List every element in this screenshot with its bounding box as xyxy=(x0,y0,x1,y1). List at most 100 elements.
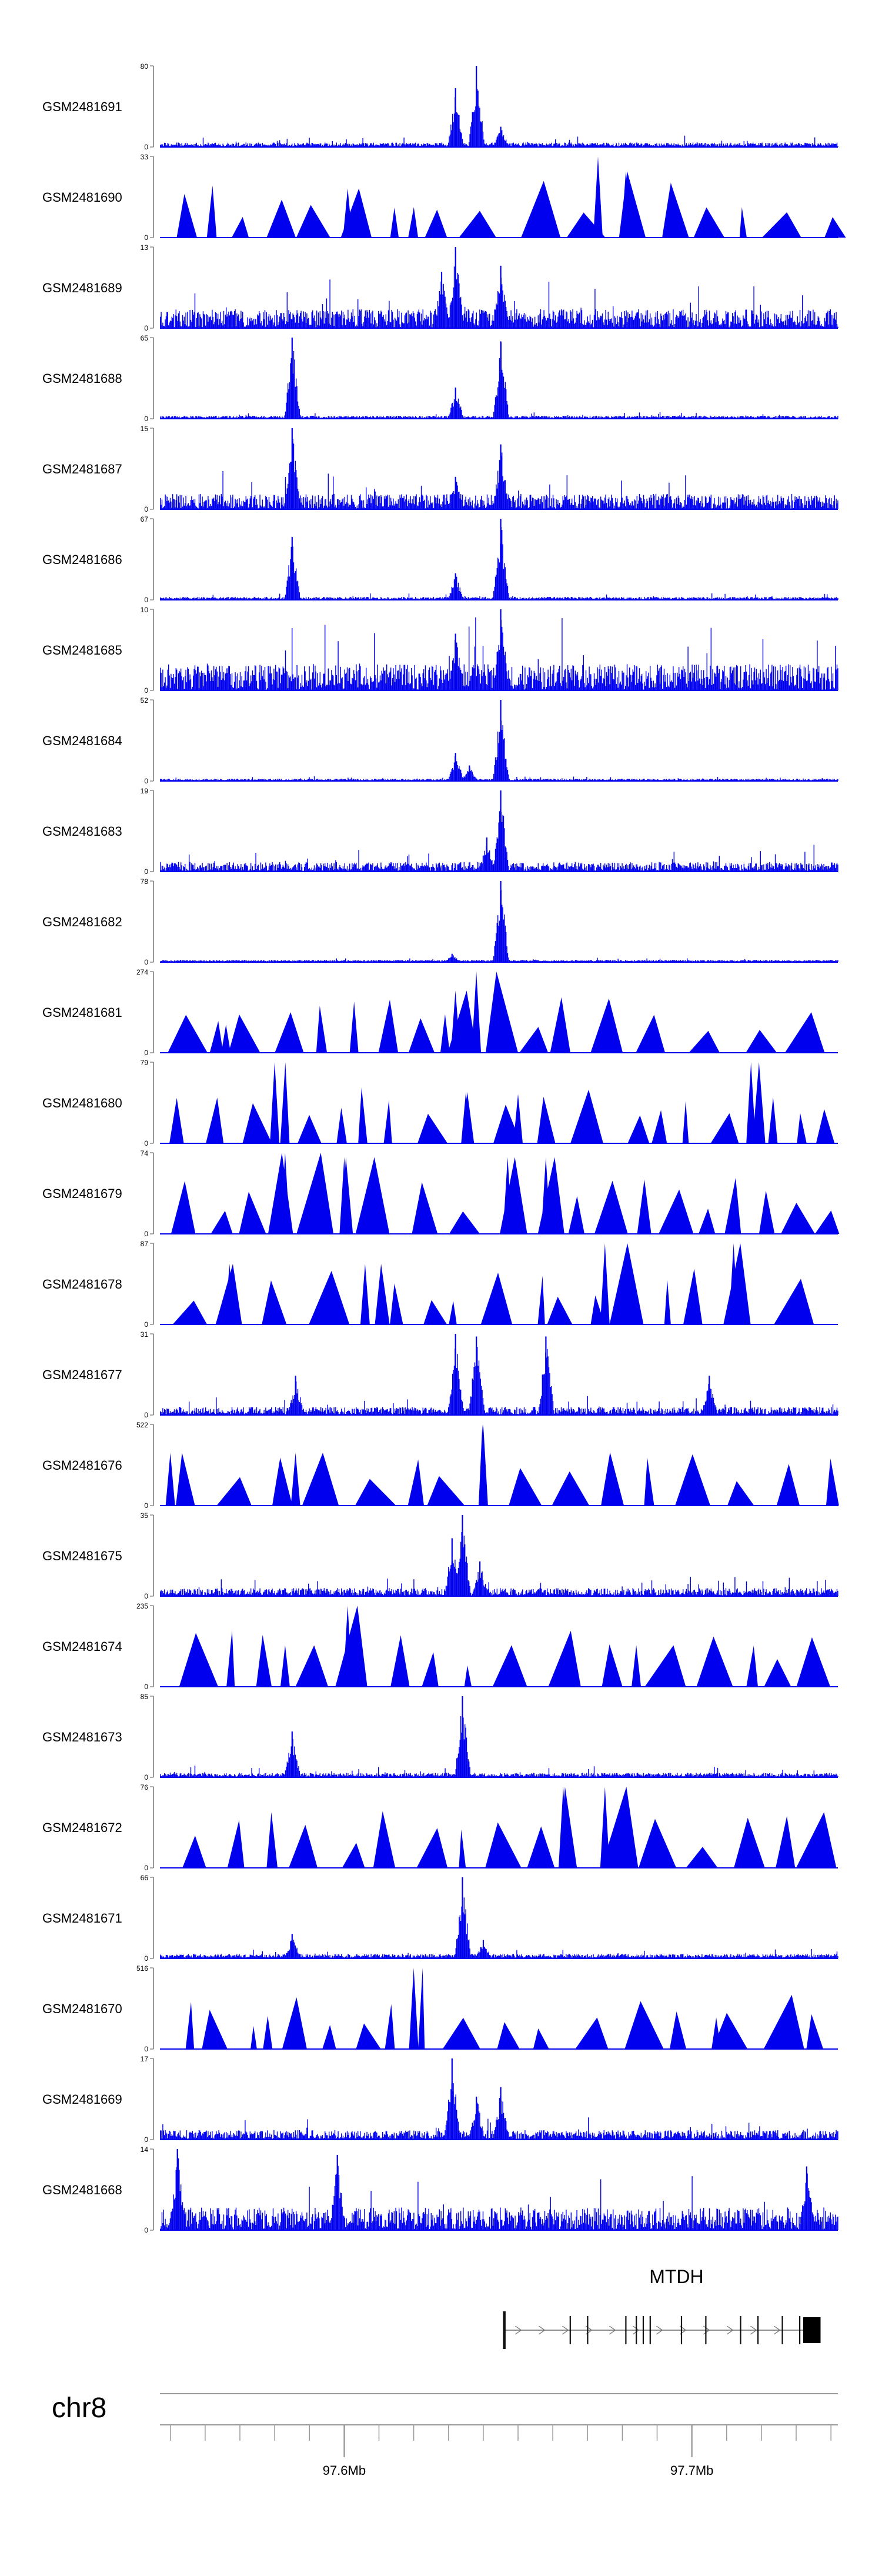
coverage-bar xyxy=(215,598,216,600)
coverage-bar xyxy=(365,310,366,328)
coverage-bar xyxy=(168,500,169,509)
coverage-bar xyxy=(601,499,602,509)
coverage-bar xyxy=(469,497,470,509)
coverage-bar xyxy=(800,597,801,600)
coverage-bar xyxy=(399,598,400,600)
coverage-bar xyxy=(657,145,658,147)
coverage-bar xyxy=(487,664,489,690)
coverage-bar xyxy=(327,507,328,509)
coverage-bar xyxy=(572,505,573,509)
coverage-bar xyxy=(470,676,472,690)
coverage-bar xyxy=(376,416,377,419)
coverage-bar xyxy=(260,416,262,419)
coverage-bar xyxy=(782,416,783,419)
coverage-bar xyxy=(502,544,503,600)
coverage-bar xyxy=(368,318,369,328)
coverage-bar xyxy=(475,416,476,419)
coverage-bar xyxy=(792,500,793,509)
coverage-bar xyxy=(461,133,462,147)
coverage-bar xyxy=(187,667,188,690)
coverage-bar xyxy=(587,495,588,509)
coverage-bar xyxy=(295,677,296,690)
coverage-bar xyxy=(382,673,383,690)
coverage-bar xyxy=(329,598,330,600)
coverage-bar xyxy=(516,598,517,600)
coverage-bar xyxy=(206,145,208,147)
coverage-bar xyxy=(804,416,806,419)
coverage-bar xyxy=(472,500,473,509)
coverage-bar xyxy=(251,598,252,600)
coverage-bar xyxy=(676,416,677,419)
coverage-bar xyxy=(203,502,205,509)
coverage-bar xyxy=(600,144,602,147)
coverage-bar xyxy=(806,143,807,147)
coverage-bar xyxy=(503,569,505,600)
coverage-bar xyxy=(605,494,606,509)
coverage-bar xyxy=(410,496,411,509)
coverage-bar xyxy=(790,676,791,690)
coverage-bar xyxy=(835,319,836,328)
coverage-bar xyxy=(401,312,402,328)
coverage-bar xyxy=(211,506,212,509)
coverage-bar xyxy=(794,416,796,419)
coverage-bar xyxy=(472,313,473,328)
coverage-bar xyxy=(300,145,302,147)
coverage-bar xyxy=(517,498,518,509)
coverage-bar xyxy=(395,319,396,328)
coverage-bar xyxy=(549,686,550,690)
coverage-spike xyxy=(176,193,198,238)
coverage-bar xyxy=(429,667,430,690)
coverage-bar xyxy=(253,416,255,419)
coverage-bar xyxy=(276,315,278,328)
coverage-bar xyxy=(711,685,713,690)
coverage-bar xyxy=(580,417,582,419)
coverage-bar xyxy=(382,506,383,509)
coverage-bar xyxy=(726,145,727,147)
coverage-bar xyxy=(433,508,435,509)
coverage-bar xyxy=(522,598,523,600)
coverage-bar xyxy=(326,505,328,509)
coverage-bar xyxy=(530,417,532,419)
coverage-bar xyxy=(233,598,234,600)
coverage-bar xyxy=(373,681,374,690)
coverage-bar xyxy=(544,315,546,328)
coverage-bar xyxy=(465,596,466,600)
coverage-bar xyxy=(328,416,329,419)
coverage-bar xyxy=(223,416,225,419)
coverage-bar xyxy=(279,140,280,147)
coverage-bar xyxy=(317,673,318,690)
coverage-bar xyxy=(323,673,325,690)
coverage-bar xyxy=(505,301,506,328)
coverage-bar xyxy=(469,134,470,147)
coverage-bar xyxy=(516,309,517,328)
coverage-bar xyxy=(834,312,835,328)
coverage-bar xyxy=(188,145,189,147)
coverage-bar xyxy=(800,145,801,147)
coverage-bar xyxy=(280,497,282,509)
coverage-bar xyxy=(649,319,650,328)
coverage-spike xyxy=(521,181,561,238)
coverage-bar xyxy=(569,598,570,600)
coverage-bar xyxy=(791,682,793,690)
coverage-bar xyxy=(583,655,584,690)
coverage-bar xyxy=(749,144,750,147)
coverage-bar xyxy=(539,417,540,419)
coverage-bar xyxy=(536,323,537,328)
coverage-bar xyxy=(534,417,536,419)
coverage-bar xyxy=(687,598,689,600)
coverage-bar xyxy=(258,416,259,419)
coverage-bar xyxy=(345,673,346,690)
coverage-bar xyxy=(773,502,774,509)
coverage-bar xyxy=(810,416,811,419)
coverage-bar xyxy=(481,496,482,509)
coverage-bar xyxy=(230,685,232,690)
coverage-bar xyxy=(201,670,202,690)
coverage-bar xyxy=(811,598,813,600)
coverage-bar xyxy=(520,493,522,509)
coverage-bar xyxy=(765,684,766,690)
coverage-bar xyxy=(788,319,789,328)
coverage-bar xyxy=(504,563,505,600)
coverage-bar xyxy=(740,666,741,690)
coverage-bar xyxy=(545,499,546,509)
coverage-bar xyxy=(177,416,178,419)
